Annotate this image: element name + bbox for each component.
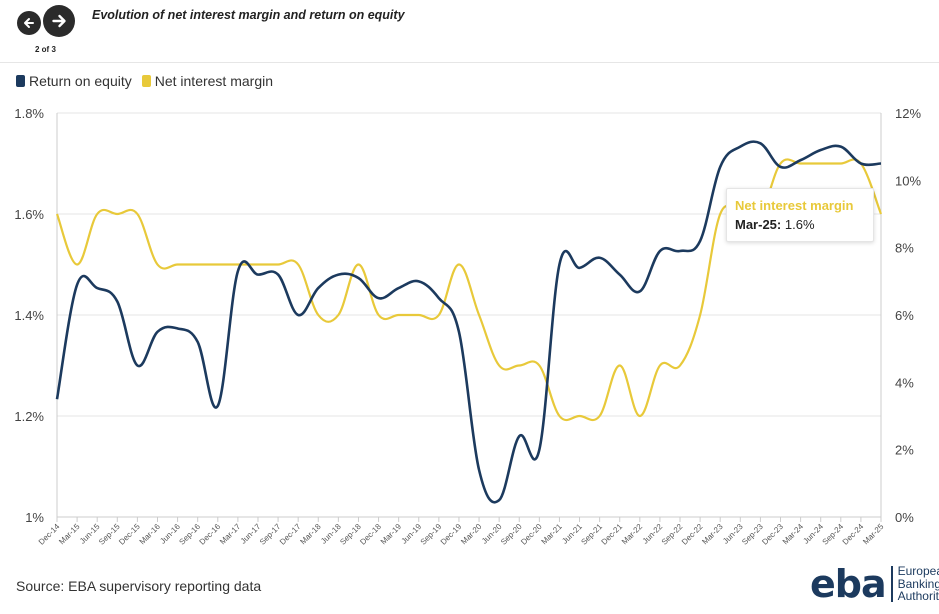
y-right-tick-label: 4%: [895, 375, 914, 390]
y-left-tick-label: 1%: [25, 510, 44, 525]
x-tick-label: Dec-19: [439, 522, 464, 547]
x-tick-label: Mar-24: [781, 522, 806, 547]
y-left-tick-label: 1.4%: [14, 308, 44, 323]
arrow-right-icon: [52, 14, 66, 28]
logo-line-2: Banking: [897, 576, 939, 591]
tooltip-body: Mar-25: 1.6%: [735, 217, 815, 232]
y-right-tick-label: 8%: [895, 241, 914, 256]
chart-legend: Return on equity Net interest margin: [16, 73, 273, 89]
y-right-tick-label: 10%: [895, 173, 921, 188]
arrow-left-icon: [24, 18, 34, 28]
x-tick-label: Sep-17: [258, 522, 283, 547]
tooltip-label: Mar-25:: [735, 217, 782, 232]
x-tick-label: Sep-22: [660, 522, 685, 547]
x-tick-label: Dec-15: [117, 522, 142, 547]
previous-chart-button[interactable]: [17, 11, 41, 35]
legend-swatch-roe: [16, 75, 25, 87]
y-left-tick-label: 1.2%: [14, 409, 44, 424]
logo-mark: eba: [810, 562, 887, 606]
tooltip-value: 1.6%: [784, 217, 815, 232]
x-tick-label: Mar-23: [700, 522, 725, 547]
x-tick-label: Mar-21: [540, 522, 565, 547]
eba-logo: eba European Banking Authority: [810, 565, 939, 603]
x-tick-label: Dec-21: [600, 522, 625, 547]
x-tick-label: Sep-16: [177, 522, 202, 547]
x-tick-label: Dec-20: [519, 522, 544, 547]
x-tick-label: Sep-18: [338, 522, 363, 547]
x-tick-label: Sep-19: [419, 522, 444, 547]
tooltip-series-name: Net interest margin: [735, 198, 854, 213]
chart-title: Evolution of net interest margin and ret…: [92, 8, 405, 22]
pager-indicator: 2 of 3: [35, 45, 56, 54]
legend-label-nim: Net interest margin: [154, 73, 274, 89]
x-tick-label: Sep-24: [821, 522, 846, 547]
legend-item-net-interest-margin[interactable]: Net interest margin: [141, 73, 274, 89]
x-tick-label: Mar-18: [298, 522, 323, 547]
x-tick-label: Dec-16: [198, 522, 223, 547]
x-tick-label: Mar-20: [459, 522, 484, 547]
x-tick-label: Mar-25: [861, 522, 886, 547]
legend-swatch-nim: [141, 75, 151, 87]
x-tick-label: Dec-14: [37, 522, 62, 547]
y-right-tick-label: 12%: [895, 106, 921, 121]
x-tick-label: Sep-23: [740, 522, 765, 547]
x-tick-label: Dec-17: [278, 522, 303, 547]
y-left-tick-label: 1.6%: [14, 207, 44, 222]
y-right-tick-label: 2%: [895, 443, 914, 458]
x-tick-label: Dec-18: [358, 522, 383, 547]
x-tick-label: Sep-15: [97, 522, 122, 547]
y-left-tick-label: 1.8%: [14, 106, 44, 121]
legend-item-return-on-equity[interactable]: Return on equity: [16, 73, 132, 89]
x-tick-label: Mar-15: [57, 522, 82, 547]
x-tick-label: Mar-16: [138, 522, 163, 547]
x-tick-label: Dec-23: [760, 522, 785, 547]
logo-line-1: European: [897, 564, 939, 579]
header-divider: [0, 62, 939, 63]
logo-text: European Banking Authority: [898, 565, 939, 603]
x-tick-label: Mar-22: [620, 522, 645, 547]
x-tick-label: Sep-20: [499, 522, 524, 547]
y-right-tick-label: 6%: [895, 308, 914, 323]
x-tick-label: Mar-19: [379, 522, 404, 547]
x-tick-label: Dec-24: [841, 522, 866, 547]
next-chart-button[interactable]: [43, 5, 75, 37]
source-note: Source: EBA supervisory reporting data: [16, 578, 262, 594]
legend-label-roe: Return on equity: [29, 73, 132, 89]
logo-divider: [890, 566, 893, 602]
x-tick-label: Mar-17: [218, 522, 243, 547]
logo-line-3: Authority: [897, 589, 939, 604]
series-line-return-on-equity: [55, 140, 882, 504]
y-right-tick-label: 0%: [895, 510, 914, 525]
x-tick-label: Sep-21: [579, 522, 604, 547]
x-tick-label: Dec-22: [680, 522, 705, 547]
chart-tooltip: Net interest margin Mar-25: 1.6%: [726, 188, 874, 242]
